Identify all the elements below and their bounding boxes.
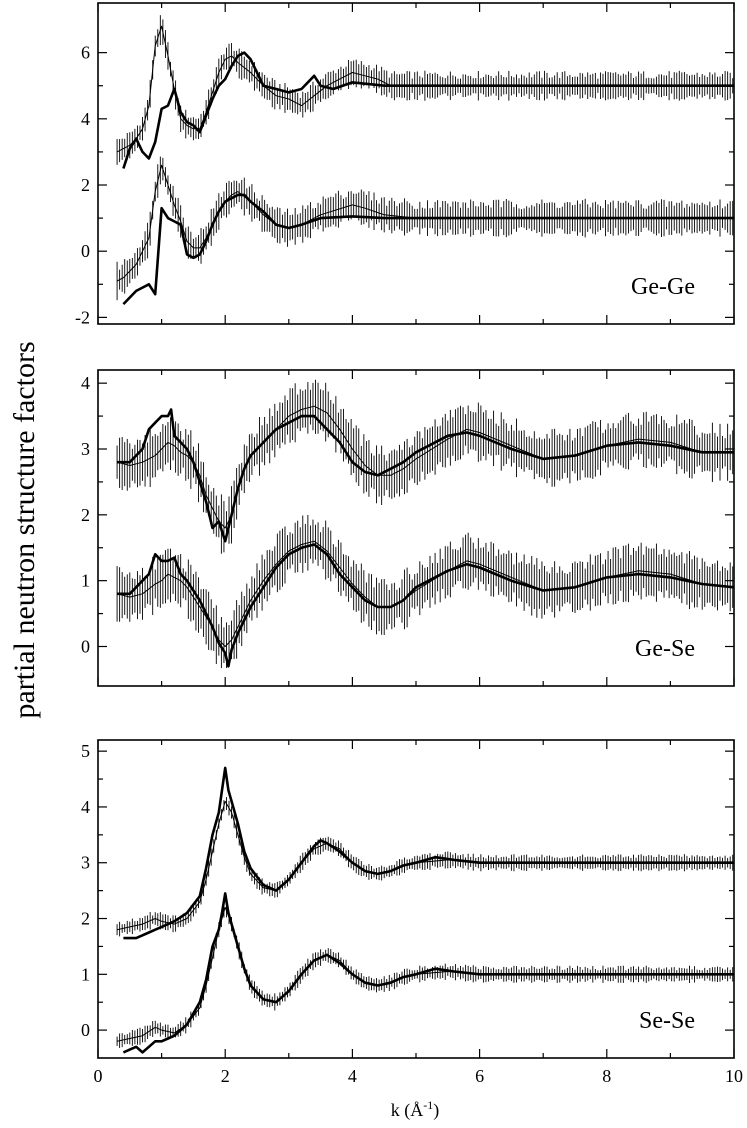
- simulation-line: [117, 543, 735, 668]
- panel-ge-ge: -2 0 2 4 6 Ge-Ge: [75, 2, 735, 327]
- panel-label: Ge-Se: [635, 636, 695, 662]
- y-tick-label: -2: [75, 307, 90, 327]
- series-group: [116, 15, 734, 169]
- y-tick-label: 3: [81, 853, 90, 873]
- panel-se-se: 0 1 2 3 4 5 Se-Se: [81, 739, 735, 1059]
- simulation-line: [122, 51, 734, 169]
- y-tick-label: 4: [81, 797, 90, 817]
- y-tick-label: 0: [81, 637, 90, 657]
- x-axis-label: k (Å-1): [391, 1098, 440, 1121]
- x-tick-label: 6: [475, 1066, 484, 1086]
- x-tick-label: 10: [725, 1066, 743, 1086]
- y-tick-label: 6: [81, 43, 90, 63]
- series-group: [116, 379, 734, 554]
- y-tick-label: 5: [81, 741, 90, 761]
- experimental-line: [116, 540, 735, 647]
- series-group: [116, 892, 734, 1054]
- x-tick-label: 4: [348, 1066, 357, 1086]
- y-tick-label: 2: [81, 909, 90, 929]
- panel-label: Se-Se: [639, 1008, 695, 1034]
- series-group: [116, 766, 734, 940]
- y-tick-label: 1: [81, 964, 90, 984]
- series-group: [116, 156, 734, 306]
- y-tick-label: 4: [81, 373, 90, 393]
- y-axis-label: partial neutron structure factors: [8, 341, 41, 718]
- panel-ge-se: 0 1 2 3 4 Ge-Se: [81, 369, 735, 687]
- x-tick-label: 2: [221, 1066, 230, 1086]
- y-tick-label: 1: [81, 571, 90, 591]
- y-tick-label: 4: [81, 109, 90, 129]
- y-tick-label: 3: [81, 439, 90, 459]
- x-tick-label: 0: [94, 1066, 103, 1086]
- y-tick-label: 0: [81, 241, 90, 261]
- panels-group: -2 0 2 4 6 Ge-Ge 0 1 2 3 4 Ge-Se 0 1 2 3 4 5 Se-Se 0 2 4 6 8 10: [75, 2, 743, 1086]
- x-tick-label: 8: [602, 1066, 611, 1086]
- simulation-line: [117, 408, 734, 543]
- panel-label: Ge-Ge: [631, 274, 695, 300]
- series-group: [116, 515, 735, 669]
- experimental-line: [116, 405, 734, 529]
- y-tick-label: 2: [81, 505, 90, 525]
- y-tick-label: 2: [81, 175, 90, 195]
- y-tick-label: 0: [81, 1020, 90, 1040]
- simulation-line: [122, 892, 734, 1054]
- simulation-line: [122, 193, 734, 306]
- simulation-line: [123, 766, 734, 940]
